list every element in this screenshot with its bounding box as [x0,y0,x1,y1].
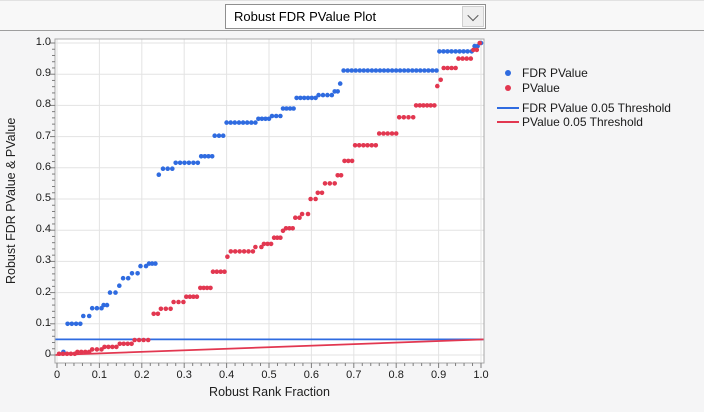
y-tick-label: 0.6 [35,160,51,173]
y-tick-label: 0.9 [35,67,51,80]
y-tick-label: 0.5 [35,192,51,204]
y-tick-label: 0.8 [35,98,51,111]
x-tick-label: 1.0 [473,369,489,381]
fdr-pvalue-marker-icon [497,69,519,76]
x-tick-label: 0.4 [218,369,235,381]
legend-item-pvalue-threshold: PValue 0.05 Threshold [497,115,671,129]
x-tick-label: 0.9 [430,369,447,381]
y-tick-label: 0.1 [35,316,51,329]
x-tick-label: 0.6 [303,369,320,381]
x-tick-label: 0.3 [176,369,192,381]
plot-canvas[interactable] [0,32,704,412]
pvalue-marker-icon [497,84,519,91]
graph-panel: Robust FDR PValue & PValue Robust Rank F… [0,32,704,412]
legend: FDR PValue PValue FDR PValue 0.05 Thresh… [497,65,671,129]
x-tick-label: 0.7 [346,369,362,381]
x-tick-label: 0.5 [261,369,277,381]
pvalue-threshold-line-icon [497,121,519,123]
x-axis-title: Robust Rank Fraction [209,385,330,399]
legend-label: FDR PValue 0.05 Threshold [522,101,671,115]
y-tick-label: 0.7 [35,129,51,142]
plot-selector-dropdown[interactable]: Robust FDR PValue Plot [225,4,486,29]
legend-label: PValue 0.05 Threshold [522,115,643,129]
y-tick-label: 0 [44,348,51,360]
axis-ticks [50,42,482,368]
fdr-pvalue-points[interactable] [61,40,484,355]
legend-item-pvalue: PValue [497,80,671,95]
dropdown-button[interactable] [462,6,484,27]
pvalue-0-05-threshold-line [54,338,485,356]
x-tick-label: 0.2 [134,369,150,381]
toolbar: Robust FDR PValue Plot [0,1,704,31]
legend-label: PValue [522,80,560,95]
y-tick-label: 0.2 [35,285,51,298]
x-tick-label: 0.1 [91,369,108,381]
y-tick-label: 0.4 [35,223,51,236]
chevron-down-icon [467,9,479,21]
x-tick-label: 0 [53,369,61,381]
pvalue-points[interactable] [56,40,483,357]
x-tick-label: 0.8 [388,369,404,381]
y-tick-label: 0.3 [35,254,51,267]
plot-selector-value: Robust FDR PValue Plot [234,9,377,24]
y-axis-title: Robust FDR PValue & PValue [4,117,18,285]
legend-item-fdr-threshold: FDR PValue 0.05 Threshold [497,101,671,115]
fdr-threshold-line-icon [497,107,519,109]
legend-label: FDR PValue [522,65,588,80]
gridlines [55,39,484,363]
legend-item-fdr-pvalue: FDR PValue [497,65,671,80]
y-tick-label: 1.0 [35,36,51,48]
